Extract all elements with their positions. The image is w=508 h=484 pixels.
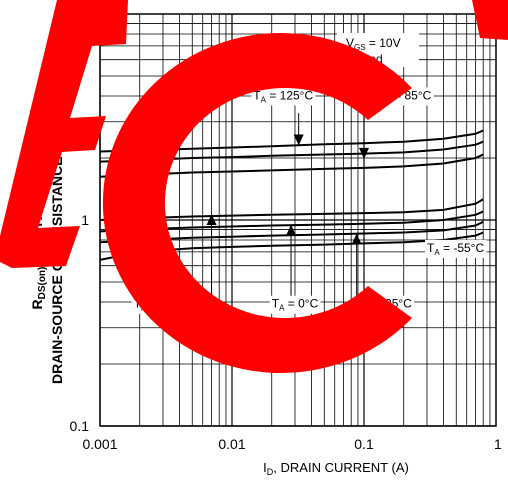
annotation-2: TA = 125°C (251, 87, 316, 146)
series-line-6 (99, 220, 484, 244)
x-tick-label: 0.01 (218, 436, 245, 452)
x-tick-label: 1 (494, 436, 502, 452)
annotation-label-bg (424, 239, 487, 258)
annotation-arrowhead (351, 233, 362, 245)
x-tick-label: 0.1 (354, 436, 374, 452)
series-line-5 (99, 210, 484, 233)
series-line-4 (99, 198, 484, 221)
series-line-2 (99, 140, 484, 163)
watermark-letter-g (472, 0, 508, 40)
annotation-arrowhead (206, 213, 217, 225)
annotation-label: TA = -55°C (427, 241, 485, 257)
annotation-arrowhead (286, 224, 297, 236)
annotation-label: TA = 0°C (272, 297, 319, 313)
annotation-label-bg (269, 295, 321, 314)
watermark-letter-e (0, 0, 128, 268)
condition-vgs: VGS = 10V (346, 36, 401, 52)
watermark (0, 0, 508, 374)
x-tick-label: 0.001 (82, 436, 117, 452)
annotation-label-bg (251, 87, 316, 106)
y-tick-label: 0.1 (70, 418, 90, 434)
annotation-arrowhead (359, 147, 369, 159)
x-axis-label: ID, DRAIN CURRENT (A) (263, 460, 409, 477)
annotation-6: TA = 0°C (269, 224, 321, 314)
annotation-arrowhead (293, 134, 304, 146)
annotation-4: TA = -55°C (424, 239, 487, 258)
series-line-3 (99, 153, 484, 178)
plot-frame (99, 13, 497, 427)
plot-border (99, 13, 497, 427)
watermark-letter-c (102, 33, 412, 374)
annotation-label: TA = 125°C (253, 88, 313, 104)
y-tick-label: 1 (81, 212, 89, 228)
